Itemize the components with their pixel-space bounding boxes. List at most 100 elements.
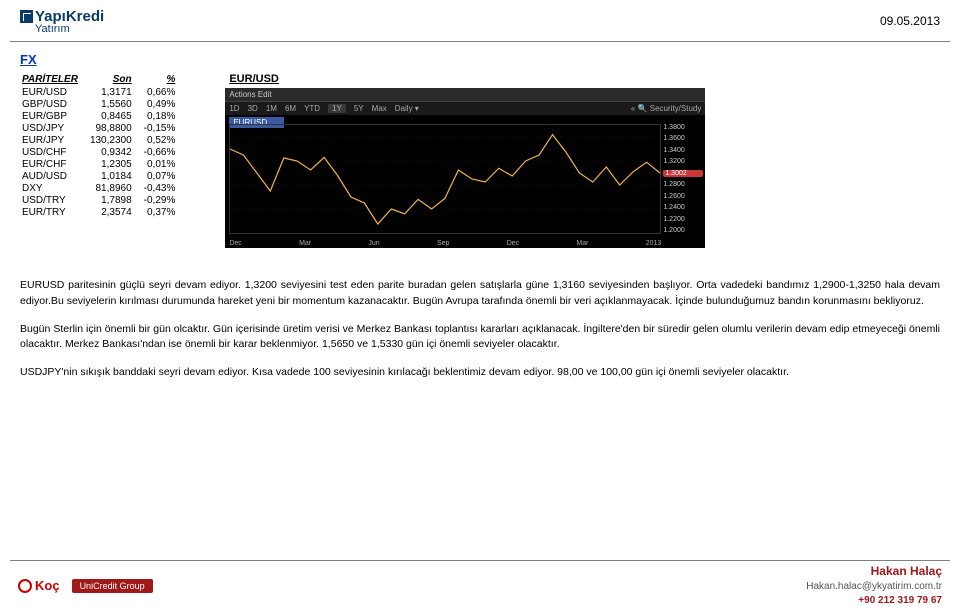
brand-logo: YapıKredi Yatırım bbox=[20, 8, 104, 35]
table-row: GBP/USD 1,5560 0,49% bbox=[20, 98, 185, 110]
report-date: 09.05.2013 bbox=[880, 8, 940, 28]
author-email: Hakan.halac@ykyatirim.com.tr bbox=[806, 580, 942, 594]
col-change: % bbox=[142, 73, 186, 86]
x-tick: Mar bbox=[576, 240, 588, 247]
chart-range-bar[interactable]: 1D 3D 1M 6M YTD 1Y 5Y Max Daily ▾ « 🔍 Security/St… bbox=[225, 102, 705, 115]
change-cell: 0,66% bbox=[142, 86, 186, 98]
table-row: USD/TRY 1,7898 -0,29% bbox=[20, 194, 185, 206]
chart-plot-area bbox=[229, 124, 661, 234]
y-tick: 1.3002 bbox=[663, 170, 703, 177]
change-cell: -0,29% bbox=[142, 194, 186, 206]
col-pair: PARİTELER bbox=[20, 73, 88, 86]
paragraph-1: EURUSD paritesinin güçlü seyri devam edi… bbox=[20, 278, 940, 310]
fx-section-title: FX bbox=[20, 52, 940, 67]
last-cell: 2,3574 bbox=[88, 206, 142, 218]
range-1Y[interactable]: 1Y bbox=[328, 104, 346, 113]
change-cell: 0,07% bbox=[142, 170, 186, 182]
last-cell: 1,5560 bbox=[88, 98, 142, 110]
last-cell: 81,8960 bbox=[88, 182, 142, 194]
divider bbox=[10, 41, 950, 42]
x-tick: Sep bbox=[437, 240, 449, 247]
analysis-text: EURUSD paritesinin güçlü seyri devam edi… bbox=[20, 278, 940, 381]
y-tick: 1.2000 bbox=[663, 227, 703, 234]
y-tick: 1.2600 bbox=[663, 193, 703, 200]
pair-cell: AUD/USD bbox=[20, 170, 88, 182]
last-cell: 1,3171 bbox=[88, 86, 142, 98]
author-name: Hakan Halaç bbox=[806, 563, 942, 580]
koc-text: Koç bbox=[35, 578, 60, 593]
table-row: EUR/CHF 1,2305 0,01% bbox=[20, 158, 185, 170]
change-cell: 0,52% bbox=[142, 134, 186, 146]
header: YapıKredi Yatırım 09.05.2013 bbox=[0, 0, 960, 39]
change-cell: -0,43% bbox=[142, 182, 186, 194]
pair-cell: EUR/TRY bbox=[20, 206, 88, 218]
table-row: EUR/JPY 130,2300 0,52% bbox=[20, 134, 185, 146]
pair-cell: USD/TRY bbox=[20, 194, 88, 206]
pair-cell: USD/JPY bbox=[20, 122, 88, 134]
range-6M[interactable]: 6M bbox=[285, 104, 296, 113]
logo-icon bbox=[20, 10, 33, 23]
change-cell: 0,49% bbox=[142, 98, 186, 110]
chart-security-study[interactable]: « 🔍 Security/Study bbox=[631, 104, 701, 113]
y-tick: 1.3600 bbox=[663, 135, 703, 142]
fx-pariteler-table: PARİTELER Son % EUR/USD 1,3171 0,66%GBP/… bbox=[20, 73, 185, 218]
y-tick: 1.3800 bbox=[663, 124, 703, 131]
table-row: EUR/USD 1,3171 0,66% bbox=[20, 86, 185, 98]
y-tick: 1.2800 bbox=[663, 181, 703, 188]
pair-cell: GBP/USD bbox=[20, 98, 88, 110]
paragraph-3: USDJPY'nin sıkışık banddaki seyri devam … bbox=[20, 365, 940, 381]
range-5Y[interactable]: 5Y bbox=[354, 104, 364, 113]
table-row: USD/CHF 0,9342 -0,66% bbox=[20, 146, 185, 158]
change-cell: 0,18% bbox=[142, 110, 186, 122]
table-row: EUR/GBP 0,8465 0,18% bbox=[20, 110, 185, 122]
koc-logo: Koç bbox=[18, 578, 60, 593]
last-cell: 0,8465 bbox=[88, 110, 142, 122]
x-tick: Dec bbox=[229, 240, 241, 247]
chart-y-axis: 1.3800 1.3600 1.3400 1.3200 1.3002 1.2800 1.26… bbox=[663, 124, 703, 234]
paragraph-2: Bugün Sterlin için önemli bir gün olcakt… bbox=[20, 322, 940, 354]
change-cell: 0,37% bbox=[142, 206, 186, 218]
unicredit-badge: UniCredit Group bbox=[72, 579, 153, 593]
col-last: Son bbox=[88, 73, 142, 86]
pair-cell: USD/CHF bbox=[20, 146, 88, 158]
last-cell: 1,7898 bbox=[88, 194, 142, 206]
pair-cell: DXY bbox=[20, 182, 88, 194]
range-YTD[interactable]: YTD bbox=[304, 104, 320, 113]
table-row: USD/JPY 98,8800 -0,15% bbox=[20, 122, 185, 134]
chart-x-axis: DecMarJunSepDecMar2013 bbox=[229, 240, 661, 247]
change-cell: 0,01% bbox=[142, 158, 186, 170]
range-1M[interactable]: 1M bbox=[266, 104, 277, 113]
author-phone: +90 212 319 79 67 bbox=[806, 594, 942, 608]
last-cell: 130,2300 bbox=[88, 134, 142, 146]
pair-cell: EUR/USD bbox=[20, 86, 88, 98]
y-tick: 1.3200 bbox=[663, 158, 703, 165]
y-tick: 1.2400 bbox=[663, 204, 703, 211]
range-1D[interactable]: 1D bbox=[229, 104, 239, 113]
chart-menu[interactable]: Actions Edit bbox=[225, 88, 705, 102]
eurusd-chart: Actions Edit 1D 3D 1M 6M YTD 1Y 5Y Max Daily ▾ « … bbox=[225, 88, 705, 248]
change-cell: -0,15% bbox=[142, 122, 186, 134]
y-tick: 1.2200 bbox=[663, 216, 703, 223]
table-row: EUR/TRY 2,3574 0,37% bbox=[20, 206, 185, 218]
last-cell: 98,8800 bbox=[88, 122, 142, 134]
koc-icon bbox=[18, 579, 32, 593]
last-cell: 0,9342 bbox=[88, 146, 142, 158]
x-tick: Jun bbox=[368, 240, 379, 247]
x-tick: 2013 bbox=[646, 240, 662, 247]
last-cell: 1,0184 bbox=[88, 170, 142, 182]
range-Max[interactable]: Max bbox=[372, 104, 387, 113]
x-tick: Dec bbox=[507, 240, 519, 247]
table-row: AUD/USD 1,0184 0,07% bbox=[20, 170, 185, 182]
pair-cell: EUR/GBP bbox=[20, 110, 88, 122]
brand-sub: Yatırım bbox=[35, 23, 104, 35]
footer: Koç UniCredit Group Hakan Halaç Hakan.ha… bbox=[10, 560, 950, 608]
range-3D[interactable]: 3D bbox=[248, 104, 258, 113]
change-cell: -0,66% bbox=[142, 146, 186, 158]
chart-title: EUR/USD bbox=[225, 73, 940, 85]
chart-freq[interactable]: Daily ▾ bbox=[395, 104, 419, 113]
last-cell: 1,2305 bbox=[88, 158, 142, 170]
table-row: DXY 81,8960 -0,43% bbox=[20, 182, 185, 194]
y-tick: 1.3400 bbox=[663, 147, 703, 154]
pair-cell: EUR/CHF bbox=[20, 158, 88, 170]
pair-cell: EUR/JPY bbox=[20, 134, 88, 146]
